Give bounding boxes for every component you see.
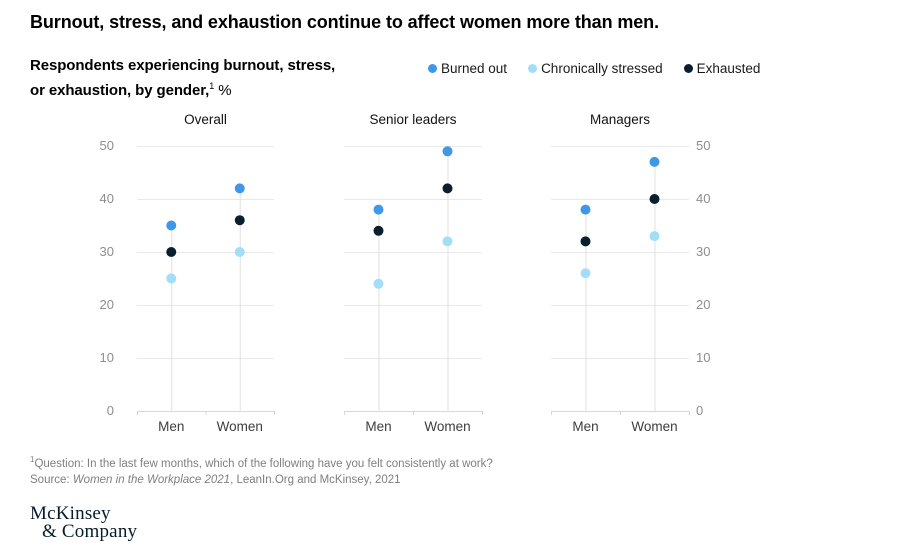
legend-dot-burned-out-icon bbox=[428, 64, 437, 73]
subtitle-unit-symbol: % bbox=[218, 82, 232, 99]
x-axis-category-label: Men bbox=[158, 419, 185, 434]
legend-dot-chronically-stressed-icon bbox=[528, 64, 538, 73]
footnote-marker: 1 bbox=[30, 455, 35, 464]
data-point bbox=[373, 225, 384, 236]
data-point bbox=[166, 220, 177, 231]
data-point bbox=[649, 194, 660, 204]
data-point bbox=[373, 204, 384, 215]
legend-item-chronically-stressed: Chronically stressed bbox=[528, 61, 663, 76]
data-point bbox=[649, 156, 660, 167]
y-axis-label-left: 50 bbox=[99, 138, 114, 153]
footnote-question: 1Question: In the last few months, which… bbox=[30, 455, 493, 470]
x-axis-category-label: Women bbox=[216, 419, 263, 434]
y-axis-label-left: 20 bbox=[99, 297, 114, 312]
subtitle-footnote-marker: 1 bbox=[209, 81, 215, 91]
source-title: Women in the Workplace 2021 bbox=[72, 473, 231, 486]
mckinsey-logo: McKinsey & Company bbox=[30, 503, 138, 542]
page-title: Burnout, stress, and exhaustion continue… bbox=[30, 12, 659, 32]
data-point bbox=[166, 247, 177, 257]
data-point bbox=[580, 204, 591, 215]
y-axis-label-left: 10 bbox=[99, 350, 114, 365]
data-point bbox=[580, 236, 591, 247]
data-point bbox=[442, 183, 453, 194]
chart-subtitle: Respondents experiencing burnout, stress… bbox=[30, 55, 335, 101]
x-axis-category-label: Women bbox=[424, 419, 471, 434]
legend-item-exhausted: Exhausted bbox=[683, 61, 761, 76]
subtitle-line1: Respondents experiencing burnout, stress… bbox=[30, 57, 336, 74]
x-axis-category-label: Men bbox=[365, 419, 392, 434]
y-axis-label-right: 40 bbox=[696, 191, 711, 206]
data-point bbox=[649, 231, 660, 242]
data-point bbox=[234, 215, 245, 226]
panel-title: Managers bbox=[589, 112, 651, 127]
footnote-source: Source: Women in the Workplace 2021, Lea… bbox=[30, 473, 401, 486]
data-point bbox=[442, 236, 453, 247]
legend-item-burned-out: Burned out bbox=[428, 61, 507, 76]
y-axis-label-right: 30 bbox=[696, 244, 711, 259]
data-point bbox=[234, 183, 245, 194]
data-point bbox=[442, 146, 453, 157]
legend-dot-exhausted-icon bbox=[683, 64, 693, 73]
panel-title: Overall bbox=[184, 112, 227, 127]
x-axis-category-label: Men bbox=[572, 419, 599, 434]
data-point bbox=[580, 268, 591, 279]
y-axis-label-left: 0 bbox=[106, 403, 114, 418]
data-point bbox=[234, 247, 245, 257]
y-axis-label-left: 40 bbox=[99, 191, 114, 206]
data-point bbox=[373, 278, 384, 289]
legend-label: Chronically stressed bbox=[541, 61, 663, 76]
legend: Burned out Chronically stressed Exhauste… bbox=[428, 61, 760, 76]
data-point bbox=[166, 273, 177, 284]
subtitle-line2: or exhaustion, by gender, bbox=[30, 82, 210, 99]
panel-title: Senior leaders bbox=[369, 112, 457, 127]
y-axis-label-right: 10 bbox=[696, 350, 711, 365]
logo-line2: & Company bbox=[42, 521, 138, 542]
y-axis-label-right: 50 bbox=[696, 138, 711, 153]
footnotes: 1Question: In the last few months, which… bbox=[30, 452, 493, 488]
y-axis-label-left: 30 bbox=[99, 244, 114, 259]
y-axis-label-right: 20 bbox=[696, 297, 711, 312]
y-axis-label-right: 0 bbox=[696, 403, 704, 418]
legend-label: Burned out bbox=[441, 61, 508, 76]
legend-label: Exhausted bbox=[696, 61, 761, 76]
logo-line1: McKinsey bbox=[30, 503, 111, 524]
x-axis-category-label: Women bbox=[631, 419, 678, 434]
